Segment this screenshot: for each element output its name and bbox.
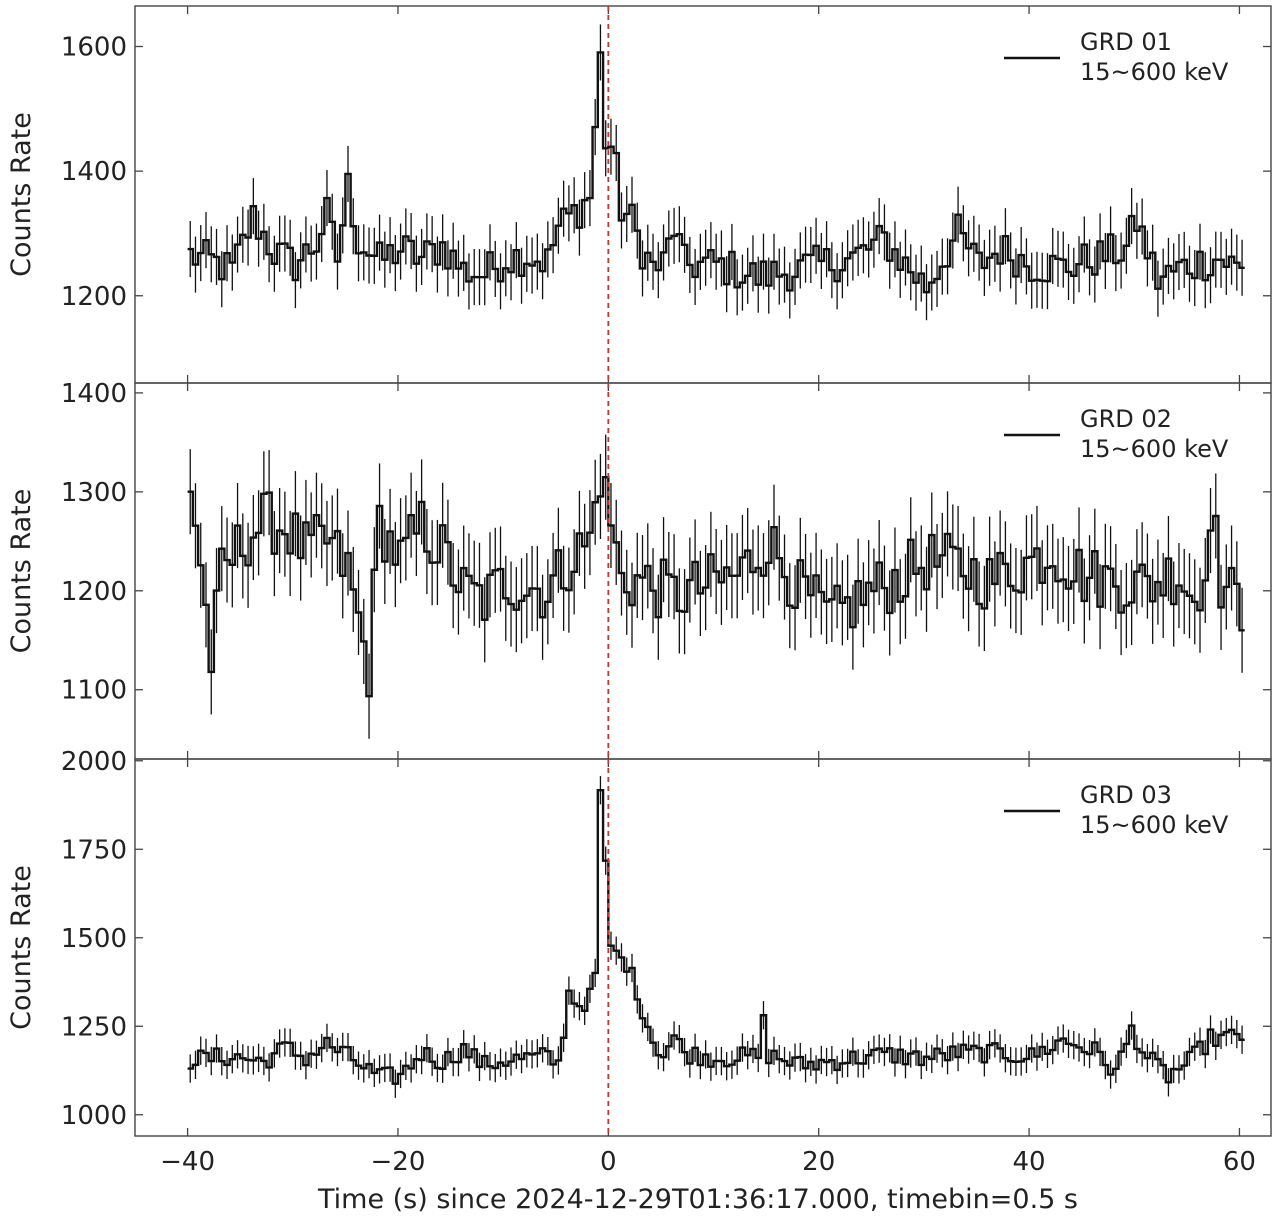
legend-entry: GRD 01 [1080,28,1172,56]
y-tick-label: 1100 [61,676,127,706]
legend-entry: 15~600 keV [1080,811,1229,839]
x-tick-label: 60 [1223,1147,1256,1177]
y-tick-label: 1400 [61,379,127,409]
x-axis-label: Time (s) since 2024-12-29T01:36:17.000, … [317,1184,1078,1215]
y-tick-label: 1000 [61,1101,127,1131]
legend-entry: GRD 03 [1080,781,1172,809]
panel-3: 1000 1250 1500 1750 2000 Counts Rate GRD 0315~… [6,747,1272,1137]
legend-entry: GRD 02 [1080,405,1172,433]
y-tick-label: 1200 [61,577,127,607]
x-tick-label: 20 [802,1147,835,1177]
y-tick-label: 1250 [61,1012,127,1042]
y-axis-label: Counts Rate [6,489,37,654]
step-line [187,51,1245,294]
step-line [187,789,1245,1085]
y-axis-label: Counts Rate [6,112,37,277]
series-lightcurve [187,24,1245,321]
y-tick-label: 1500 [61,924,127,954]
y-tick-label: 1750 [61,835,127,865]
x-tick-labels: −40 −20 0 20 40 60 [160,1147,1256,1177]
step-line [187,476,1245,698]
y-tick-label: 1200 [61,282,127,312]
y-tick-label: 1300 [61,478,127,508]
legend-entry: 15~600 keV [1080,58,1229,86]
y-axis-label: Counts Rate [6,865,37,1030]
x-tick-label: −40 [160,1147,215,1177]
x-tick-label: 40 [1013,1147,1046,1177]
panel-2: 1100 1200 1300 1400 Counts Rate GRD 0215~600 … [6,379,1272,760]
series-lightcurve [187,776,1245,1098]
y-tick-label: 2000 [61,747,127,777]
x-tick-label: −20 [371,1147,426,1177]
x-tick-label: 0 [600,1147,617,1177]
y-tick-label: 1600 [61,33,127,63]
y-tick-label: 1400 [61,157,127,187]
legend-entry: 15~600 keV [1080,435,1229,463]
series-lightcurve [187,434,1245,739]
plot-frame [134,758,1272,1137]
